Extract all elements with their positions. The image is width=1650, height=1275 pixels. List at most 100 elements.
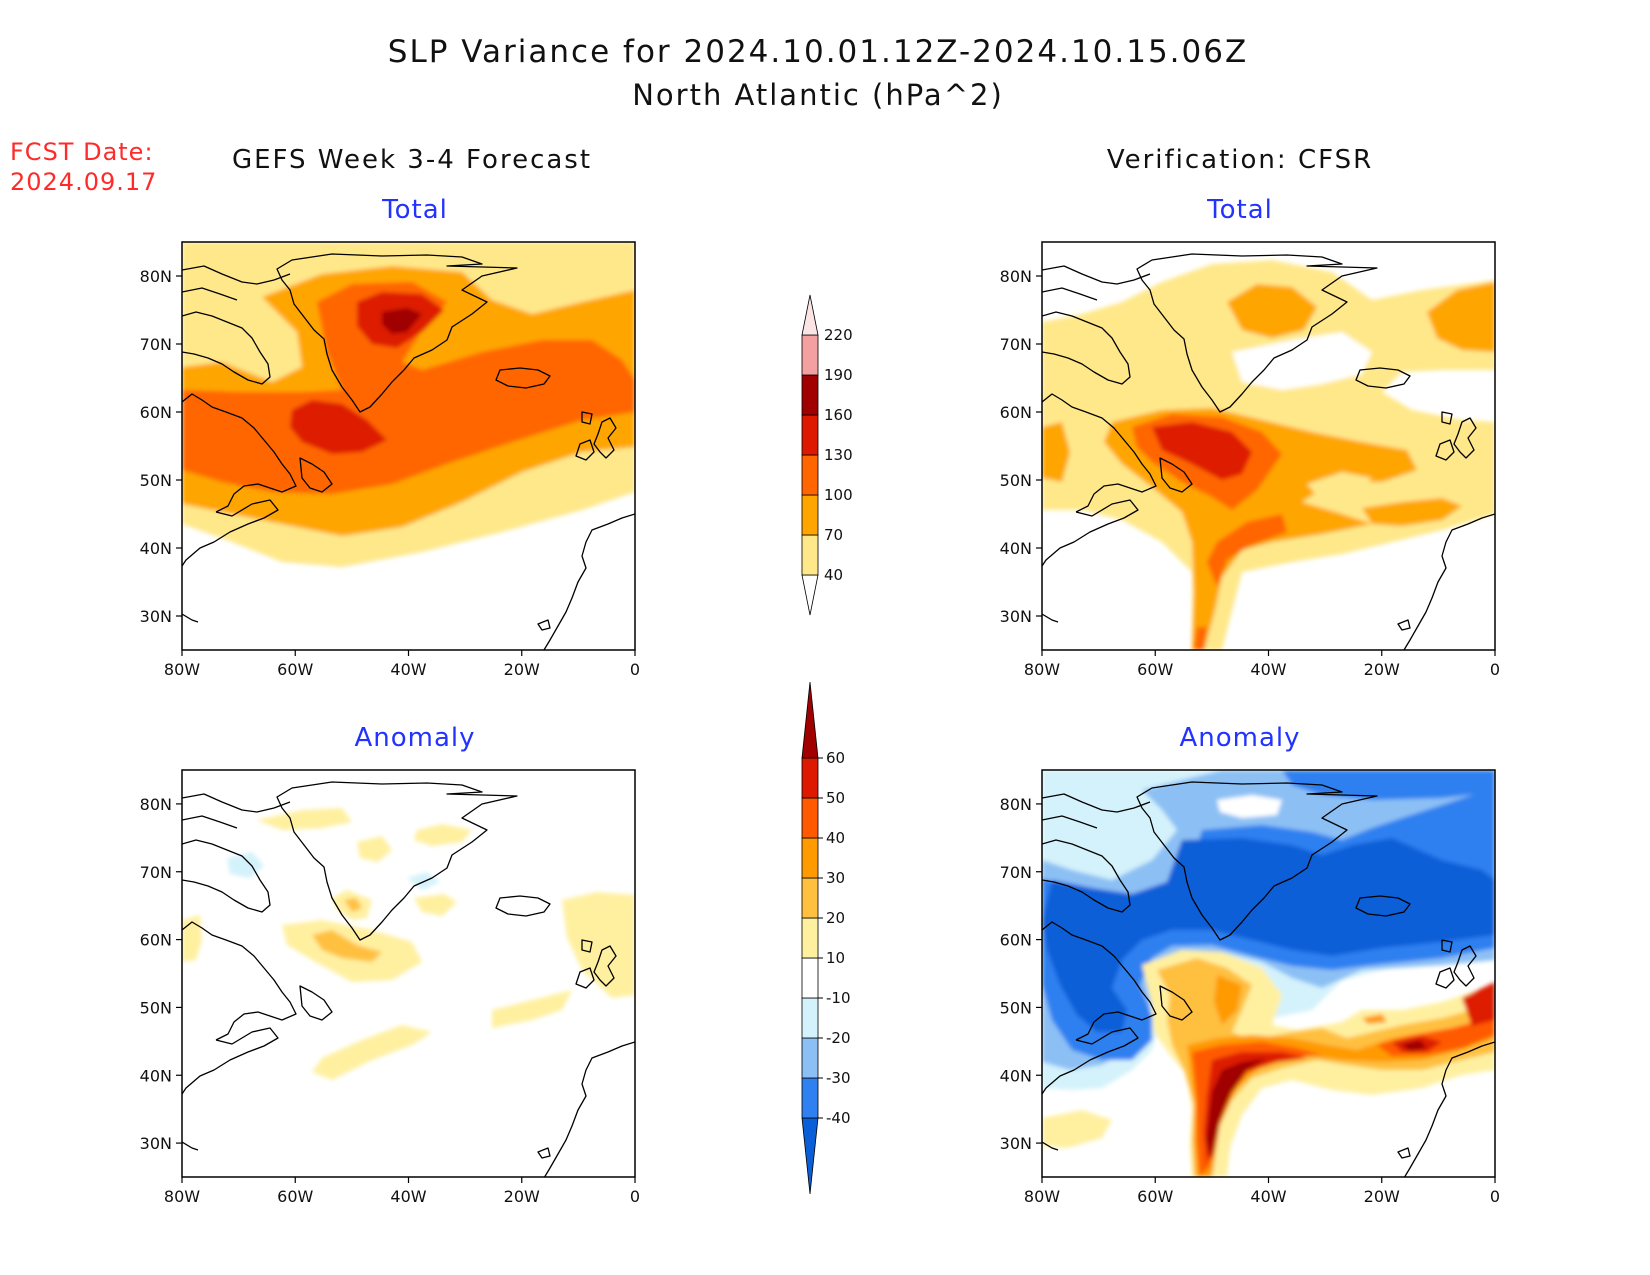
- colorbar-label: 50: [826, 789, 845, 807]
- lon-tick-label: 60W: [277, 1187, 313, 1206]
- colorbar-label: 40: [826, 829, 845, 847]
- lon-tick-label: 40W: [390, 660, 426, 679]
- shade-70-100: [1227, 284, 1317, 338]
- colorbar-total: 40 70 100 130 160 190 220: [801, 294, 853, 616]
- lon-tick-label: 20W: [504, 1187, 540, 1206]
- colorbar-label: 30: [826, 869, 845, 887]
- shade-above-60: [1402, 1040, 1427, 1052]
- colorbar-cell: [801, 454, 819, 496]
- colorbar-label: -20: [826, 1029, 851, 1047]
- fcst-date-value: 2024.09.17: [10, 168, 157, 196]
- colorbar-cell: [801, 681, 819, 759]
- shade-10-20: [414, 894, 457, 916]
- shade-100-130: [1207, 514, 1287, 587]
- lat-tick-label: 40N: [140, 539, 172, 558]
- lat-tick-label: 70N: [1000, 863, 1032, 882]
- shade-70-100: [1362, 498, 1462, 526]
- colorbar-cell: [801, 334, 819, 376]
- shade-70-100: [1427, 282, 1495, 352]
- lon-tick-label: 20W: [1364, 1187, 1400, 1206]
- shade-70-100: [1042, 422, 1070, 482]
- map-forecast-anomaly: [182, 770, 635, 1177]
- shade-10-20: [257, 808, 352, 830]
- lon-tick-label: 40W: [1250, 660, 1286, 679]
- shade-20-30: [344, 898, 362, 912]
- colorbar-cell: [801, 1077, 819, 1119]
- lat-tick-label: 70N: [140, 335, 172, 354]
- map-forecast-total: [182, 242, 635, 650]
- shade-130-160: [1152, 422, 1252, 480]
- shade-10-20: [312, 1025, 432, 1080]
- lat-tick-label: 50N: [1000, 998, 1032, 1017]
- colorbar-cell: [801, 757, 819, 799]
- colorbar-label: 100: [824, 486, 853, 504]
- shade-100-130: [182, 282, 635, 494]
- colorbar-label: 20: [826, 909, 845, 927]
- shade-10-20-negative: [407, 872, 440, 890]
- lat-tick-label: 30N: [1000, 607, 1032, 626]
- shade-50-60: [1462, 982, 1495, 1026]
- colorbar-cell: [801, 534, 819, 576]
- lat-tick-label: 60N: [140, 931, 172, 950]
- colorbar-cell: [801, 957, 819, 999]
- colorbar-label: -30: [826, 1069, 851, 1087]
- shade-130-160: [290, 400, 387, 454]
- panel-title-forecast-anomaly: Anomaly: [354, 723, 475, 753]
- shade-10-20: [357, 836, 392, 862]
- shade-10-20: [1042, 1110, 1112, 1148]
- shade-10-20: [492, 990, 572, 1028]
- lon-tick-label: 40W: [390, 1187, 426, 1206]
- lon-tick-label: 0: [630, 660, 640, 679]
- colorbar-label: 160: [824, 406, 853, 424]
- lat-tick-label: 50N: [140, 471, 172, 490]
- column-title-verification: Verification: CFSR: [1107, 145, 1373, 175]
- colorbar-anomaly: -40 -30 -20 -10 10 20 30 40 50 60: [801, 681, 851, 1195]
- shade-10-20: [414, 824, 472, 846]
- lon-tick-label: 80W: [164, 1187, 200, 1206]
- fcst-date-label: FCST Date:: [10, 138, 154, 166]
- colorbar-cell: [801, 294, 819, 336]
- colorbar-cell: [801, 797, 819, 839]
- lon-tick-label: 0: [1490, 660, 1500, 679]
- lat-tick-label: 40N: [1000, 539, 1032, 558]
- lat-tick-label: 40N: [140, 1066, 172, 1085]
- colorbar-label: 190: [824, 366, 853, 384]
- map-axes: 80W 60W 40W 20W 0 80N 70N 60N 50N 40N 30N 80W 60W 40W…: [140, 267, 1500, 1206]
- colorbar-cell: [801, 877, 819, 919]
- lon-tick-label: 60W: [1137, 660, 1173, 679]
- lat-tick-label: 70N: [140, 863, 172, 882]
- colorbar-label: 60: [826, 749, 845, 767]
- shade-20-30: [312, 930, 382, 962]
- lat-tick-label: 80N: [140, 795, 172, 814]
- lat-tick-label: 30N: [140, 1134, 172, 1153]
- shade-30-40: [1362, 1014, 1387, 1024]
- colorbar-cell: [801, 494, 819, 536]
- lat-tick-label: 60N: [140, 403, 172, 422]
- lat-tick-label: 60N: [1000, 403, 1032, 422]
- lat-tick-label: 80N: [1000, 795, 1032, 814]
- lon-tick-label: 0: [1490, 1187, 1500, 1206]
- colorbar-label: 220: [824, 326, 853, 344]
- page-title: SLP Variance for 2024.10.01.12Z-2024.10.…: [388, 34, 1248, 70]
- colorbar-cell: [801, 374, 819, 416]
- map-verification-anomaly: [1042, 770, 1495, 1177]
- lon-tick-label: 40W: [1250, 1187, 1286, 1206]
- shade-30-40: [1214, 975, 1242, 1025]
- lon-tick-label: 80W: [164, 660, 200, 679]
- lon-tick-label: 60W: [277, 660, 313, 679]
- colorbar-label: 40: [824, 566, 843, 584]
- colorbar-cell: [801, 414, 819, 456]
- lon-tick-label: 20W: [1364, 660, 1400, 679]
- shade-160-190: [382, 308, 422, 334]
- lon-tick-label: 80W: [1024, 660, 1060, 679]
- lon-tick-label: 80W: [1024, 1187, 1060, 1206]
- colorbar-cell: [801, 1117, 819, 1195]
- map-verification-total: [1042, 242, 1495, 650]
- panel-title-verification-anomaly: Anomaly: [1179, 723, 1300, 753]
- panel-title-forecast-total: Total: [381, 195, 448, 225]
- colorbar-label: -40: [826, 1109, 851, 1127]
- lat-tick-label: 70N: [1000, 335, 1032, 354]
- lon-tick-label: 60W: [1137, 1187, 1173, 1206]
- lat-tick-label: 50N: [1000, 471, 1032, 490]
- lat-tick-label: 80N: [140, 267, 172, 286]
